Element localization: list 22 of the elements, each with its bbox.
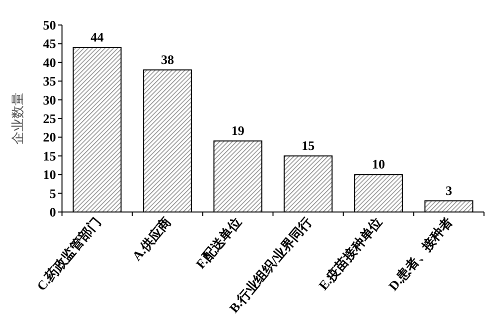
data-label: 3	[446, 182, 453, 198]
y-tick-label: 15	[43, 148, 56, 164]
data-label: 38	[161, 52, 174, 67]
x-tick-label: D.患者、接种者	[385, 214, 456, 294]
y-tick-label: 20	[43, 130, 56, 145]
x-tick-label: F.配送单位	[192, 214, 244, 272]
x-tick-label: E.疫苗接种单位	[316, 214, 385, 293]
y-tick-label: 0	[50, 204, 56, 220]
y-tick-label: 30	[43, 92, 56, 108]
data-label: 19	[231, 122, 245, 138]
data-label: 15	[302, 138, 316, 153]
y-tick-label: 10	[43, 167, 56, 182]
y-tick-label: 45	[43, 36, 56, 52]
y-tick-label: 5	[50, 186, 56, 201]
data-label: 10	[372, 156, 385, 172]
x-tick-label: A.供应商	[129, 214, 174, 264]
y-tick-label: 25	[43, 111, 56, 126]
y-tick-label: 50	[43, 18, 56, 32]
y-tick-label: 35	[43, 74, 56, 89]
y-tick-label: 40	[43, 54, 56, 70]
y-axis-title: 企业数量	[10, 92, 25, 144]
data-label: 44	[90, 29, 104, 44]
